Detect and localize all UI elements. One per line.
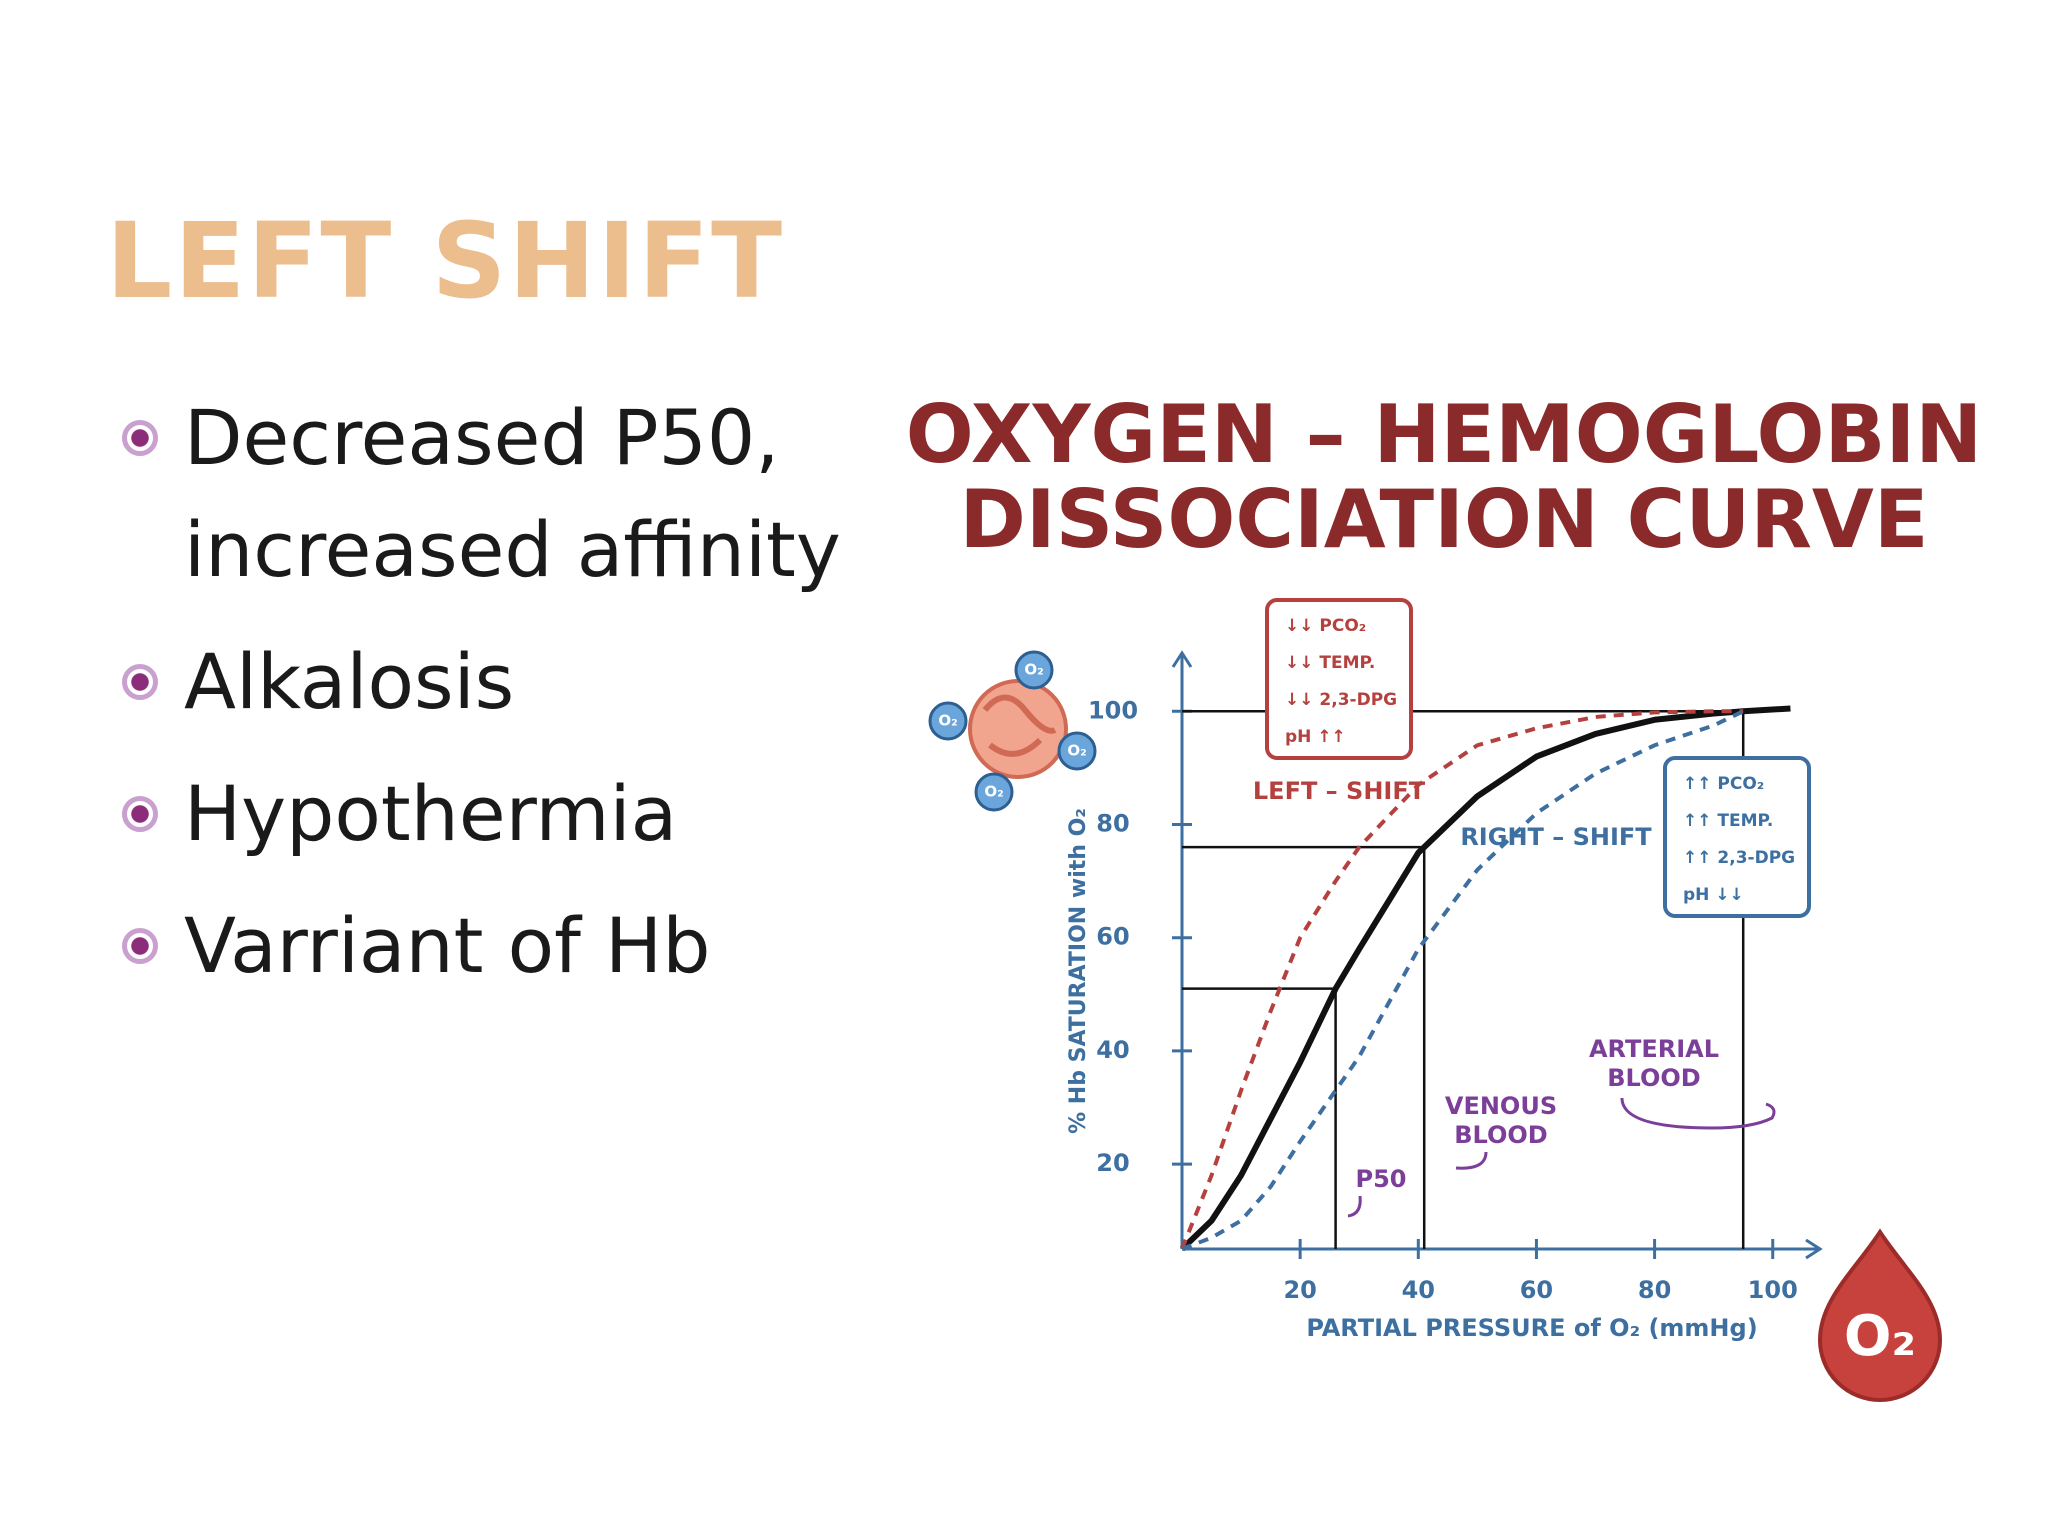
x-axis bbox=[1182, 1238, 1823, 1260]
bullet: Alkalosis bbox=[100, 626, 900, 738]
annotation: ARTERIAL bbox=[1589, 1035, 1719, 1063]
legend-label: LEFT – SHIFT bbox=[1253, 777, 1426, 805]
condition-text: pH ↑↑ bbox=[1285, 727, 1346, 747]
x-tick-label: 80 bbox=[1638, 1276, 1671, 1304]
condition-text: ↓↓ TEMP. bbox=[1285, 653, 1375, 673]
oxygen-symbol: O₂ bbox=[938, 712, 957, 730]
annotation-pointer bbox=[1455, 1151, 1488, 1170]
y-tick-label: 100 bbox=[1088, 696, 1138, 724]
bullet: Decreased P50, increased affinity bbox=[100, 382, 900, 606]
annotation: BLOOD bbox=[1607, 1064, 1700, 1092]
y-tick-label: 40 bbox=[1096, 1036, 1129, 1064]
y-tick-label: 20 bbox=[1096, 1149, 1129, 1177]
x-axis-label: PARTIAL PRESSURE of O₂ (mmHg) bbox=[1306, 1314, 1757, 1342]
drop-icon bbox=[1817, 1228, 1943, 1402]
chart-title: OXYGEN – HEMOGLOBIN bbox=[906, 388, 1982, 481]
x-tick-label: 20 bbox=[1283, 1276, 1316, 1304]
y-axis bbox=[1171, 650, 1193, 1249]
condition-text: ↓↓ PCO₂ bbox=[1285, 616, 1366, 636]
condition-text: ↑↑ 2,3-DPG bbox=[1683, 848, 1795, 868]
curve bbox=[1180, 709, 1744, 1250]
oxygen-symbol: O₂ bbox=[1067, 742, 1086, 760]
condition-text: ↑↑ PCO₂ bbox=[1683, 774, 1764, 794]
legend-label: RIGHT – SHIFT bbox=[1460, 823, 1652, 851]
bullet: Varriant of Hb bbox=[100, 890, 900, 1002]
chart-title: DISSOCIATION CURVE bbox=[960, 473, 1929, 566]
annotation-pointer bbox=[1620, 1097, 1776, 1130]
annotation: P50 bbox=[1356, 1165, 1407, 1193]
condition-text: ↑↑ TEMP. bbox=[1683, 811, 1773, 831]
x-tick-label: 40 bbox=[1402, 1276, 1435, 1304]
annotation: BLOOD bbox=[1454, 1121, 1547, 1149]
molecule-icon bbox=[928, 650, 1097, 812]
y-axis-label: % Hb SATURATION with O₂ bbox=[1066, 808, 1091, 1134]
condition-text: pH ↓↓ bbox=[1683, 885, 1744, 905]
oxygen-symbol: O₂ bbox=[1844, 1304, 1916, 1369]
bullet-list: Decreased P50, increased affinity Alkalos… bbox=[100, 382, 900, 1002]
annotation-pointer bbox=[1347, 1195, 1362, 1218]
bullet: Hypothermia bbox=[100, 758, 900, 870]
slide-title: LEFT SHIFT bbox=[106, 200, 785, 322]
curve bbox=[1179, 705, 1791, 1252]
x-tick-label: 100 bbox=[1748, 1276, 1798, 1304]
y-tick-label: 60 bbox=[1096, 923, 1129, 951]
oxygen-symbol: O₂ bbox=[984, 783, 1003, 801]
x-tick-label: 60 bbox=[1520, 1276, 1553, 1304]
y-tick-label: 80 bbox=[1096, 810, 1129, 838]
annotation: VENOUS bbox=[1445, 1092, 1557, 1120]
reference-line bbox=[1182, 987, 1337, 1249]
text-panel: LEFT SHIFT Decreased P50, increased affi… bbox=[100, 200, 900, 1022]
condition-box bbox=[1265, 598, 1413, 760]
oxygen-symbol: O₂ bbox=[1024, 661, 1043, 679]
condition-box bbox=[1663, 756, 1811, 918]
curve bbox=[1181, 709, 1745, 1251]
condition-text: ↓↓ 2,3-DPG bbox=[1285, 690, 1397, 710]
